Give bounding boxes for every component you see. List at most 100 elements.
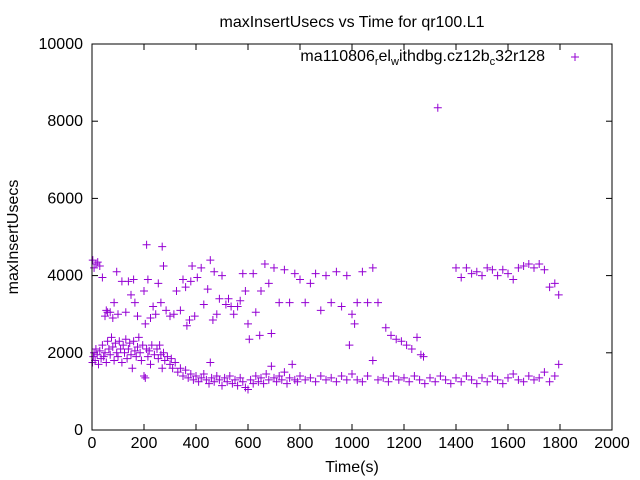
x-tick-label: 0 (88, 435, 97, 452)
data-point (98, 273, 107, 282)
data-point (262, 370, 271, 379)
data-point (467, 269, 476, 278)
data-point (192, 371, 200, 380)
data-point (462, 263, 471, 272)
data-point (322, 375, 330, 384)
y-tick-label: 6000 (47, 190, 83, 207)
data-point (101, 348, 109, 357)
data-point (171, 358, 180, 367)
data-point (186, 370, 195, 379)
data-point (206, 358, 215, 367)
data-point (129, 275, 138, 284)
data-point (545, 283, 554, 292)
data-point (95, 346, 104, 355)
data-point (368, 356, 377, 365)
data-point (182, 321, 191, 330)
legend-text-part: r (375, 56, 379, 68)
data-point (95, 261, 104, 270)
data-point (145, 346, 154, 355)
data-point (119, 341, 128, 350)
data-point (106, 350, 115, 359)
data-point (98, 341, 107, 350)
data-point (530, 375, 538, 384)
data-point (199, 300, 208, 309)
data-point (275, 298, 284, 307)
data-point (140, 371, 148, 380)
y-tick-label: 4000 (47, 268, 83, 285)
data-point (452, 263, 460, 272)
data-point (504, 373, 512, 382)
data-point (112, 348, 121, 357)
data-point (231, 375, 239, 384)
data-point (238, 269, 247, 278)
data-point (140, 287, 148, 296)
data-point (504, 269, 512, 278)
data-point (221, 300, 230, 309)
data-point (540, 265, 549, 274)
data-point (419, 352, 428, 361)
y-tick-label: 8000 (47, 113, 83, 130)
data-point (125, 339, 134, 348)
data-point (478, 271, 486, 280)
data-point (223, 377, 232, 386)
data-point (91, 344, 100, 353)
x-tick-label: 1000 (334, 435, 370, 452)
data-point (467, 375, 476, 384)
x-tick-label: 400 (183, 435, 210, 452)
data-point (285, 298, 294, 307)
data-point (146, 314, 155, 323)
data-point (103, 337, 112, 346)
data-point (154, 279, 163, 288)
data-point (115, 337, 124, 346)
data-point (210, 267, 219, 276)
data-point (108, 314, 117, 323)
data-point (143, 352, 152, 361)
data-point (457, 377, 466, 386)
data-point (524, 371, 533, 380)
data-point (158, 242, 167, 251)
data-point (106, 308, 115, 317)
data-point (415, 375, 424, 384)
data-point (185, 315, 194, 324)
data-point (285, 373, 294, 382)
data-point (280, 265, 289, 274)
data-point (472, 379, 481, 388)
x-tick-label: 1800 (542, 435, 578, 452)
data-point (255, 331, 264, 340)
data-point (179, 371, 187, 380)
data-point (498, 265, 507, 274)
data-point (134, 333, 143, 342)
data-point (488, 265, 497, 274)
data-point (128, 364, 137, 373)
data-point (322, 271, 330, 280)
data-point (133, 343, 142, 352)
data-point (241, 287, 250, 296)
data-point (120, 348, 129, 357)
data-point (233, 381, 242, 390)
data-point (345, 341, 354, 350)
data-point (519, 377, 528, 386)
data-point (277, 375, 286, 384)
data-point (233, 302, 242, 311)
data-point (413, 333, 421, 342)
data-point (462, 371, 471, 380)
data-point (290, 269, 299, 278)
data-point (337, 302, 346, 311)
data-point (509, 370, 518, 379)
data-point (127, 290, 135, 299)
data-point (203, 285, 212, 294)
data-point (293, 377, 302, 386)
y-tick-label: 2000 (47, 345, 83, 362)
x-axis-label: Time(s) (325, 459, 379, 476)
data-point (400, 373, 408, 382)
data-point (94, 360, 103, 369)
data-point (147, 341, 156, 350)
data-point (358, 267, 367, 276)
data-point (257, 373, 265, 382)
data-point (514, 263, 523, 272)
data-point (368, 263, 377, 272)
data-point (138, 341, 147, 350)
data-point (245, 335, 254, 344)
data-point (197, 263, 206, 272)
data-point (550, 279, 559, 288)
